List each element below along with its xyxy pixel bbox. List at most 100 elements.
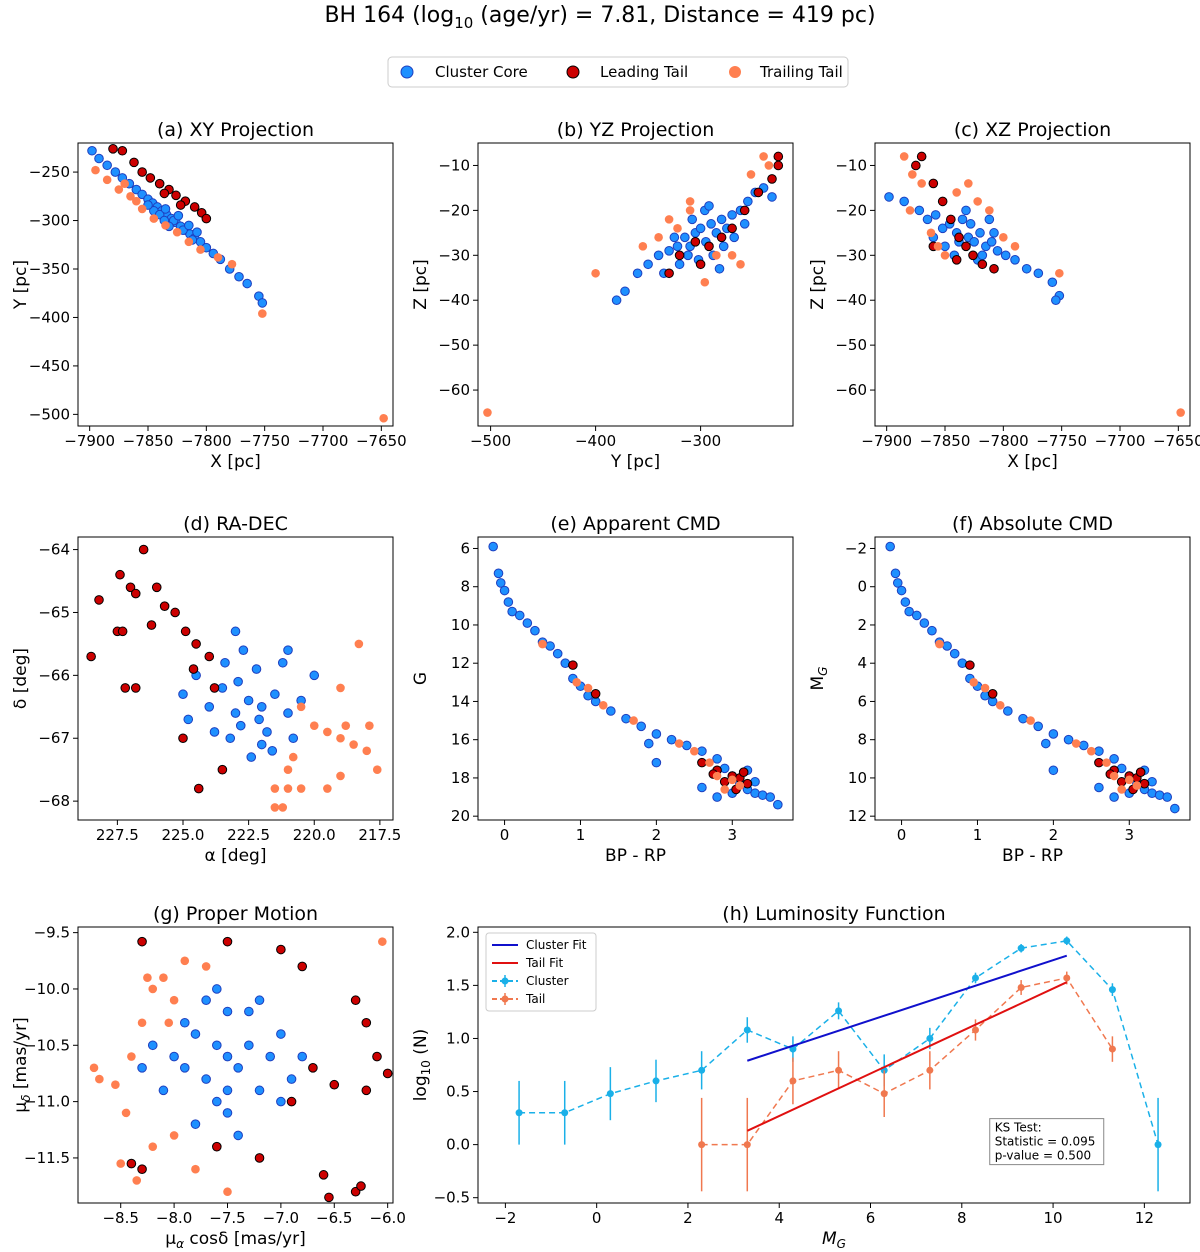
point-cluster-core bbox=[233, 676, 243, 687]
plot-area bbox=[885, 541, 1180, 814]
legend-label-cluster-core: Cluster Core bbox=[435, 63, 528, 81]
point-leading-tail bbox=[180, 626, 191, 637]
panel-title: (d) RA-DEC bbox=[183, 513, 288, 535]
y-tick-label: 14 bbox=[451, 692, 470, 710]
point-leading-tail bbox=[704, 241, 714, 252]
point-cluster-core bbox=[288, 733, 299, 744]
point-cluster-core bbox=[277, 657, 288, 668]
x-axis-label-main: μ bbox=[165, 1229, 176, 1249]
point-cluster bbox=[1108, 986, 1116, 994]
x-tick-label: 6 bbox=[866, 1209, 876, 1227]
point-cluster-core bbox=[225, 733, 236, 744]
y-axis-label-rest: (N) bbox=[411, 1029, 431, 1060]
x-tick-label: −7700 bbox=[298, 432, 349, 450]
point-trailing-tail bbox=[126, 192, 135, 201]
point-cluster-core bbox=[1162, 792, 1173, 802]
point-cluster-core bbox=[220, 657, 230, 668]
point-leading-tail bbox=[138, 544, 149, 555]
point-tail bbox=[743, 1141, 751, 1149]
point-trailing-tail bbox=[1109, 771, 1119, 781]
plot-area bbox=[89, 936, 393, 1203]
point-cluster-core bbox=[984, 214, 995, 225]
x-tick-label: −8.5 bbox=[102, 1209, 138, 1227]
point-trailing-tail bbox=[1010, 242, 1020, 251]
point-cluster-core bbox=[620, 286, 630, 297]
plot-area: Cluster Fit Tail Fit Cluster Tail KS Test:St… bbox=[485, 932, 1162, 1192]
point-leading-tail bbox=[965, 660, 975, 670]
point-cluster-core bbox=[1109, 754, 1119, 764]
x-tick-label: −300 bbox=[680, 432, 721, 450]
point-leading-tail bbox=[356, 1181, 366, 1191]
point-cluster-core bbox=[265, 1051, 276, 1062]
point-leading-tail bbox=[86, 651, 96, 662]
point-cluster-core bbox=[530, 625, 540, 636]
x-tick-label: 225.0 bbox=[162, 826, 205, 844]
point-cluster-core bbox=[714, 263, 725, 274]
point-leading-tail bbox=[951, 254, 962, 265]
point-cluster-core bbox=[767, 192, 777, 202]
point-trailing-tail bbox=[1102, 758, 1111, 767]
panel-ra-dec: (d) RA-DEC 227.5 225.0 222.5 220.0 217.5 −64 −6… bbox=[11, 513, 401, 866]
point-cluster-core bbox=[190, 1119, 201, 1129]
point-tail bbox=[880, 1090, 888, 1098]
y-tick-label: 16 bbox=[451, 731, 470, 749]
point-trailing-tail bbox=[969, 678, 978, 687]
x-tick-label: −400 bbox=[575, 432, 616, 450]
x-tick-label: −7700 bbox=[1095, 432, 1146, 450]
point-cluster-core bbox=[989, 228, 999, 238]
y-axis-label: MG bbox=[808, 667, 830, 691]
point-trailing-tail bbox=[159, 973, 168, 982]
point-cluster-core bbox=[246, 752, 257, 762]
point-leading-tail bbox=[329, 1079, 340, 1090]
point-cluster-core bbox=[244, 1006, 254, 1017]
x-tick-label: −7800 bbox=[181, 432, 232, 450]
point-leading-tail bbox=[217, 764, 228, 775]
point-trailing-tail bbox=[149, 214, 159, 223]
point-leading-tail bbox=[324, 1192, 334, 1203]
x-tick-label: 217.5 bbox=[358, 826, 401, 844]
point-trailing-tail bbox=[89, 1063, 99, 1073]
point-cluster-core bbox=[147, 1040, 158, 1051]
point-cluster-core bbox=[704, 201, 714, 211]
panel-title: (a) XY Projection bbox=[157, 119, 314, 141]
y-tick-label: −300 bbox=[29, 212, 70, 230]
point-leading-tail bbox=[159, 188, 170, 199]
y-tick-label: −400 bbox=[29, 308, 70, 326]
y-axis-label: μδ [mas/yr] bbox=[11, 1017, 33, 1112]
point-cluster-core bbox=[190, 1029, 201, 1039]
point-leading-tail bbox=[286, 1096, 297, 1107]
point-trailing-tail bbox=[365, 721, 374, 730]
point-cluster-core bbox=[680, 232, 690, 243]
point-leading-tail bbox=[911, 160, 921, 171]
x-tick-label: −2 bbox=[494, 1209, 516, 1227]
axes-frame bbox=[77, 142, 394, 427]
y-tick-label: −64 bbox=[38, 541, 70, 559]
point-cluster-core bbox=[653, 250, 664, 261]
point-trailing-tail bbox=[1176, 408, 1185, 417]
x-tick-label: −6.5 bbox=[316, 1209, 352, 1227]
y-tick-label: 10 bbox=[848, 769, 867, 787]
y-axis-label: δ [deg] bbox=[11, 648, 31, 709]
point-trailing-tail bbox=[127, 1052, 136, 1061]
point-cluster-core bbox=[739, 219, 750, 229]
legend-label-trailing-tail: Trailing Tail bbox=[759, 63, 843, 81]
point-cluster bbox=[1063, 937, 1071, 945]
point-cluster-core bbox=[244, 1040, 254, 1051]
point-cluster-core bbox=[222, 1051, 233, 1062]
point-trailing-tail bbox=[908, 170, 917, 179]
point-cluster-core bbox=[217, 683, 228, 693]
point-cluster-core bbox=[1063, 734, 1074, 745]
point-trailing-tail bbox=[736, 259, 745, 269]
x-axis-label: α [deg] bbox=[205, 846, 267, 866]
y-tick-label: 8 bbox=[460, 578, 470, 596]
point-cluster-core bbox=[636, 721, 646, 732]
axes-frame bbox=[477, 926, 1191, 1204]
lf-legend-box bbox=[485, 932, 597, 1012]
point-cluster-core bbox=[1048, 729, 1059, 739]
point-trailing-tail bbox=[952, 188, 961, 197]
y-tick-label: 6 bbox=[460, 539, 470, 557]
point-trailing-tail bbox=[296, 784, 306, 793]
ks-test-line: Statistic = 0.095 bbox=[995, 1135, 1096, 1149]
point-cluster-core bbox=[718, 241, 729, 252]
point-tail bbox=[1017, 984, 1025, 992]
